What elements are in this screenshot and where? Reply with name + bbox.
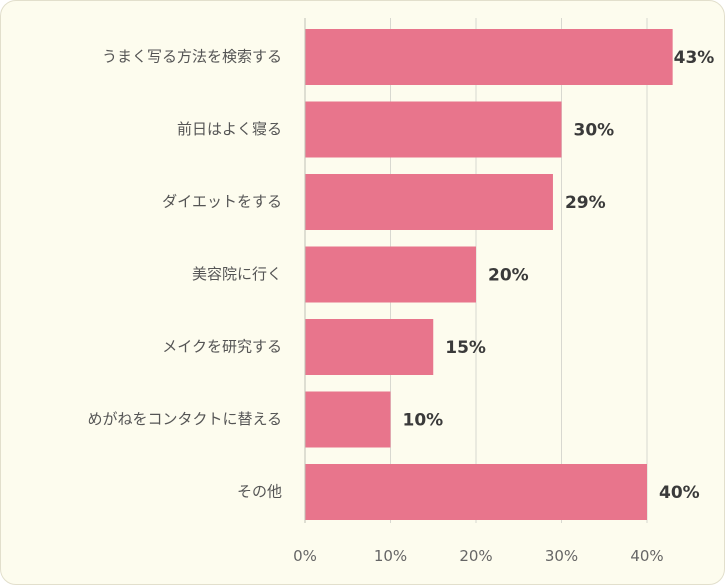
bar <box>305 391 391 448</box>
category-label: 美容院に行く <box>192 265 282 283</box>
x-tick-label: 40% <box>630 547 663 565</box>
data-label: 20% <box>488 266 529 286</box>
bar <box>305 246 476 303</box>
data-label: 43% <box>674 48 715 68</box>
category-label: その他 <box>237 483 282 501</box>
x-tick-label: 0% <box>293 547 317 565</box>
bar <box>305 101 562 158</box>
category-label: うまく写る方法を検索する <box>102 48 282 66</box>
x-tick-label: 30% <box>545 547 578 565</box>
category-label: ダイエットをする <box>162 193 282 211</box>
category-label: メイクを研究する <box>162 338 282 356</box>
labels: 0% 10% 20% 30% 40% うまく写る方法を検索する 43% 前日はよく寝る 30% ダ… <box>87 48 714 566</box>
data-label: 10% <box>403 411 444 431</box>
bar <box>305 174 553 230</box>
data-label: 40% <box>659 483 700 503</box>
bars <box>305 29 673 520</box>
category-label: めがねをコンタクトに替える <box>87 410 282 428</box>
data-label: 29% <box>565 193 606 213</box>
data-label: 15% <box>445 338 486 358</box>
bar <box>305 464 647 520</box>
data-label: 30% <box>574 121 615 141</box>
bar <box>305 319 434 375</box>
x-tick-label: 20% <box>459 547 492 565</box>
category-label: 前日はよく寝る <box>177 120 282 138</box>
bar <box>305 29 673 85</box>
x-tick-label: 10% <box>374 547 407 565</box>
